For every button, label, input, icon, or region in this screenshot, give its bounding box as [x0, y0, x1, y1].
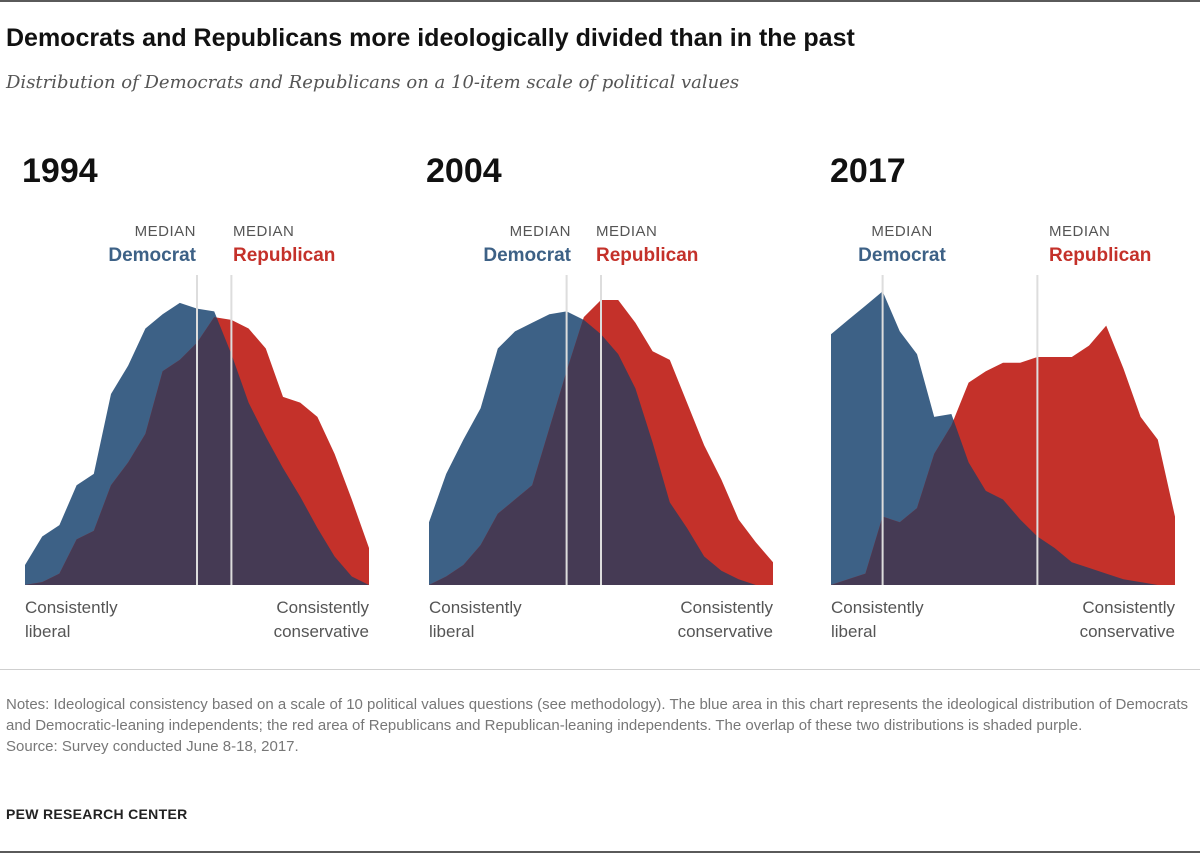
median-republican-party: Republican — [233, 245, 335, 266]
right-axis-label-line2: conservative — [678, 622, 773, 641]
notes-text: Notes: Ideological consistency based on … — [6, 696, 1189, 734]
chart-subtitle: Distribution of Democrats and Republican… — [6, 72, 740, 93]
median-republican-party: Republican — [596, 245, 698, 266]
left-axis-label-line1: Consistently — [831, 598, 924, 617]
median-democrat-caption: MEDIAN — [871, 223, 932, 240]
right-axis-label-line1: Consistently — [680, 598, 773, 617]
left-axis-label-line1: Consistently — [429, 598, 522, 617]
panel-2004: 2004 MEDIAN Democrat MEDIAN Republican C… — [426, 152, 773, 641]
panel-2017: 2017 MEDIAN Democrat MEDIAN Republican C… — [830, 152, 1175, 641]
panel-year-label: 1994 — [22, 152, 98, 190]
left-axis-label-line1: Consistently — [25, 598, 118, 617]
left-axis-label-line2: liberal — [429, 622, 474, 641]
median-democrat-party: Democrat — [108, 245, 196, 266]
left-axis-label-line2: liberal — [831, 622, 876, 641]
median-democrat-party: Democrat — [483, 245, 571, 266]
top-rule — [0, 0, 1200, 2]
median-democrat-party: Democrat — [858, 245, 946, 266]
bottom-rule — [0, 851, 1200, 853]
source-text: Source: Survey conducted June 8-18, 2017… — [6, 738, 299, 755]
panel-1994: 1994 MEDIAN Democrat MEDIAN Republican C… — [22, 152, 369, 641]
notes-block: Notes: Ideological consistency based on … — [6, 694, 1192, 757]
panel-year-label: 2004 — [426, 152, 502, 190]
median-republican-caption: MEDIAN — [596, 223, 657, 240]
median-republican-caption: MEDIAN — [1049, 223, 1110, 240]
left-axis-label-line2: liberal — [25, 622, 70, 641]
median-republican-caption: MEDIAN — [233, 223, 294, 240]
chart-title: Democrats and Republicans more ideologic… — [6, 24, 855, 52]
mid-rule — [0, 669, 1200, 670]
median-democrat-caption: MEDIAN — [135, 223, 196, 240]
right-axis-label-line2: conservative — [274, 622, 369, 641]
panel-year-label: 2017 — [830, 152, 906, 190]
median-republican-party: Republican — [1049, 245, 1151, 266]
right-axis-label-line1: Consistently — [276, 598, 369, 617]
median-democrat-caption: MEDIAN — [510, 223, 571, 240]
charts-figure: 1994 MEDIAN Democrat MEDIAN Republican C… — [22, 152, 1175, 641]
right-axis-label-line1: Consistently — [1082, 598, 1175, 617]
org-credit: PEW RESEARCH CENTER — [6, 806, 188, 822]
right-axis-label-line2: conservative — [1080, 622, 1175, 641]
